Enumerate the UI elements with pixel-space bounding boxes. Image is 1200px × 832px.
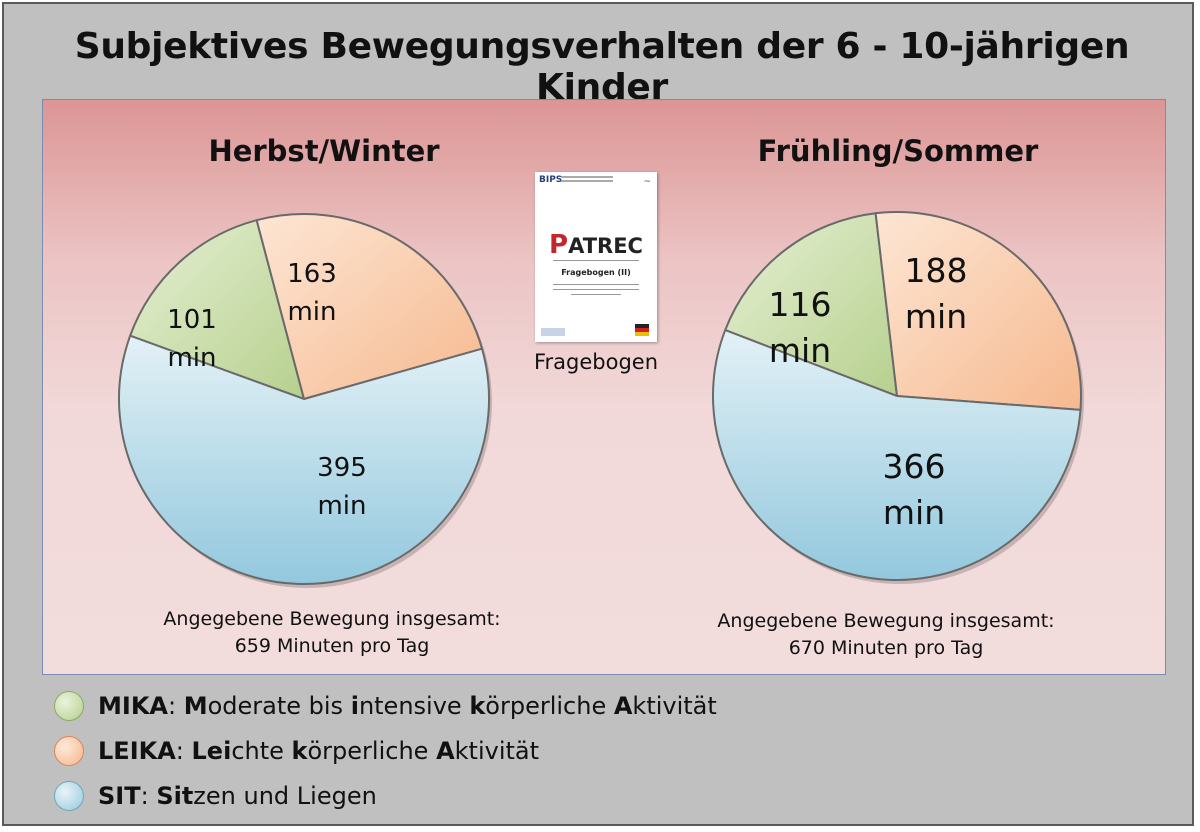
doc-line [571, 294, 621, 295]
legend-leika-initial: A [436, 737, 455, 765]
legend-leika-text: chte [231, 737, 292, 765]
legend-mika-initial: i [350, 692, 359, 720]
pie1-slice-mika [128, 218, 306, 401]
pie2-total-line1: Angegebene Bewegung insgesamt: [717, 610, 1055, 632]
page-title: Subjektives Bewegungsverhalten der 6 - 1… [74, 26, 1130, 108]
patrec-logo: PATREC [535, 230, 657, 260]
pie1-leika-label: 163 min [252, 256, 372, 331]
pie1-total-line2: 659 Minuten pro Tag [234, 634, 430, 657]
legend-abbr-leika: LEIKA [98, 737, 176, 765]
legend-abbr-mika: MIKA [98, 692, 168, 720]
pie2-sit-label: 366 min [854, 444, 974, 536]
signature-mark: ~ [643, 177, 651, 187]
doc-footer-logo [541, 328, 565, 336]
pie2-leika-label: 188 min [876, 248, 996, 340]
legend-mika-initial: A [613, 692, 633, 720]
doc-line [553, 260, 639, 261]
pie-title-fruehling-sommer: Frühling/Sommer [757, 134, 1039, 168]
pie2-total: Angegebene Bewegung insgesamt: 670 Minut… [676, 608, 1096, 661]
pie1-sit-label: 395 min [282, 450, 402, 525]
legend-mika-text: örperliche [485, 692, 614, 720]
legend-swatch-mika [54, 691, 84, 721]
patrec-logo-p: P [549, 230, 569, 260]
pie2-leika-unit: min [904, 297, 968, 337]
pie1-total: Angegebene Bewegung insgesamt: 659 Minut… [122, 606, 542, 659]
doc-flag-logo [635, 324, 649, 336]
pie1-sit-unit: min [317, 490, 367, 521]
legend-mika-text: oderate bis [207, 692, 351, 720]
pie1-mika-label: 101 min [132, 302, 252, 377]
legend-swatch-sit [54, 781, 84, 811]
pie1-sit-value: 395 [317, 453, 367, 483]
legend-colon: : [175, 737, 192, 765]
pie2-mika-label: 116 min [740, 282, 860, 374]
patrec-logo-rest: ATREC [568, 234, 643, 258]
legend-leika-text: ktivität [454, 737, 540, 765]
pie2-slice-mika [723, 212, 899, 398]
pie2-leika-value: 188 [904, 251, 968, 290]
doc-line [553, 284, 639, 285]
legend-abbr-sit: SIT [98, 782, 141, 810]
pie2-slice-leika [874, 211, 1082, 412]
header-text-lines [561, 176, 613, 178]
legend-mika-initial: M [183, 692, 208, 720]
legend-mika-text: ktivität [632, 692, 717, 720]
pie2-sit-value: 366 [882, 447, 946, 486]
questionnaire-caption: Fragebogen [533, 350, 659, 374]
pie1-mika-unit: min [167, 342, 217, 373]
pie2-mika-value: 116 [768, 285, 832, 324]
legend-mika-text: ntensive [358, 692, 470, 720]
pie2-total-line2: 670 Minuten pro Tag [788, 636, 984, 659]
legend-colon: : [167, 692, 184, 720]
legend-swatch-leika [54, 736, 84, 766]
pie2-mika-unit: min [768, 331, 832, 371]
legend-item-sit: SIT: Sit zen und Liegen [54, 780, 377, 812]
pie2-slice-sit [711, 328, 1082, 581]
legend-leika-initial: k [291, 737, 308, 765]
pie1-slice-sit [118, 334, 490, 585]
legend-sit-initial: Sit [156, 782, 194, 810]
pie1-leika-unit: min [287, 296, 337, 327]
bips-logo: BIPS [539, 175, 563, 185]
pie1-total-line1: Angegebene Bewegung insgesamt: [163, 608, 501, 630]
pie-title-herbst-winter: Herbst/Winter [208, 134, 440, 168]
legend-colon: : [140, 782, 157, 810]
doc-line [553, 289, 639, 290]
legend-leika-text: örperliche [307, 737, 437, 765]
pie2-sit-unit: min [882, 493, 946, 533]
legend-leika-initial: Lei [191, 737, 232, 765]
legend-sit-text: zen und Liegen [193, 782, 377, 810]
questionnaire-thumbnail: BIPS ~ PATREC Fragebogen (II) [535, 172, 657, 342]
pie-charts [118, 211, 1084, 588]
pie1-slice-leika [255, 213, 484, 401]
pie1-mika-value: 101 [167, 305, 217, 335]
pie1-leika-value: 163 [287, 259, 337, 289]
questionnaire-subtitle: Fragebogen (II) [561, 268, 631, 277]
legend-mika-initial: k [469, 692, 486, 720]
